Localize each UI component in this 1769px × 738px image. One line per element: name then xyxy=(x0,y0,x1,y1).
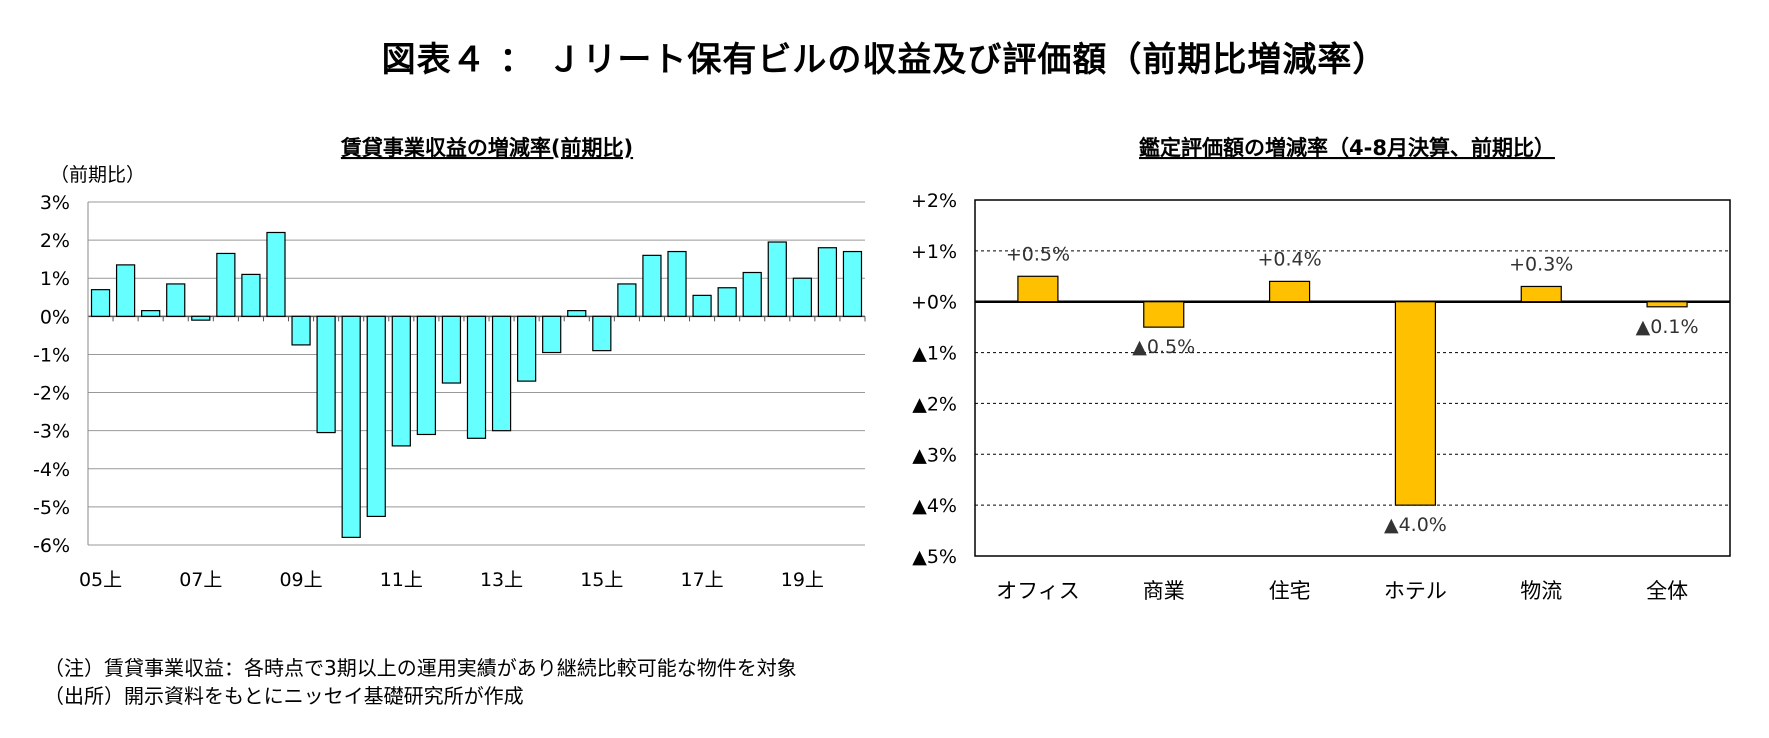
right-data-label: +0.4% xyxy=(1257,248,1321,270)
left-x-tick-label: 09上 xyxy=(279,569,322,591)
right-x-tick-label: オフィス xyxy=(996,579,1080,603)
left-y-tick-label: -3% xyxy=(33,421,70,443)
left-bar xyxy=(441,315,462,384)
right-y-tick-label: +1% xyxy=(911,241,957,263)
right-y-tick-label: ▲3% xyxy=(912,444,957,466)
left-bar xyxy=(642,254,662,317)
left-bar xyxy=(391,315,411,447)
left-bar xyxy=(491,315,512,432)
left-bar xyxy=(141,310,161,317)
left-bar xyxy=(567,310,587,317)
right-data-label: ▲0.5% xyxy=(1132,336,1195,358)
left-bar xyxy=(416,315,436,436)
left-x-tick-label: 15上 xyxy=(580,569,623,591)
right-y-tick-label: +0% xyxy=(911,292,957,314)
left-bar xyxy=(191,315,211,321)
note-source: （出所）開示資料をもとにニッセイ基礎研究所が作成 xyxy=(44,684,524,708)
left-y-axis-label: （前期比） xyxy=(50,164,145,186)
right-bar xyxy=(1646,301,1688,308)
left-y-tick-label: -1% xyxy=(33,344,70,366)
left-x-tick-label: 05上 xyxy=(79,569,122,591)
left-y-tick-label: -4% xyxy=(33,459,70,481)
left-bar xyxy=(291,315,311,346)
left-x-tick-label: 11上 xyxy=(380,569,423,591)
figure-title: 図表４ ： Ｊリート保有ビルの収益及び評価額（前期比増減率） xyxy=(381,40,1388,80)
right-y-tick-label: ▲2% xyxy=(912,393,957,415)
right-x-tick-label: 商業 xyxy=(1143,579,1185,603)
right-x-tick-label: ホテル xyxy=(1384,579,1447,603)
left-bar xyxy=(90,289,111,317)
left-bar xyxy=(617,283,637,317)
left-bar xyxy=(742,271,762,317)
right-data-label: ▲0.1% xyxy=(1636,316,1699,338)
right-y-tick-label: ▲1% xyxy=(912,343,957,365)
left-bar xyxy=(216,252,236,317)
right-gridlines xyxy=(975,250,1730,506)
left-x-tick-label: 17上 xyxy=(680,569,723,591)
left-x-tick-label: 07上 xyxy=(179,569,222,591)
left-bar xyxy=(767,241,787,317)
right-y-tick-label: ▲5% xyxy=(912,546,957,568)
left-y-tick-label: -5% xyxy=(33,497,70,519)
right-chart: 鑑定評価額の増減率（4-8月決算、前期比） +2% +1% +0% ▲1% ▲2% ▲3%… xyxy=(911,136,1731,603)
left-bar xyxy=(692,294,712,317)
left-bar xyxy=(266,231,286,317)
left-bar xyxy=(341,315,361,538)
left-bar xyxy=(592,315,612,352)
left-bar xyxy=(115,264,136,317)
note-remark: （注）賃貸事業収益：各時点で3期以上の運用実績があり継続比較可能な物件を対象 xyxy=(44,656,797,680)
left-bar xyxy=(717,287,737,317)
right-data-label: ▲4.0% xyxy=(1384,514,1447,536)
left-bar xyxy=(667,250,687,317)
left-x-tick-label: 13上 xyxy=(480,569,523,591)
left-bar xyxy=(517,315,537,382)
left-y-tick-label: -2% xyxy=(33,383,70,405)
left-bar xyxy=(366,315,386,518)
right-data-label: +0.5% xyxy=(1006,243,1070,265)
left-chart: 賃貸事業収益の増減率(前期比) （前期比） 3% 2% 1% 0% -1% -2% -3% -… xyxy=(33,136,866,591)
right-x-tick-label: 物流 xyxy=(1520,579,1562,603)
left-bar xyxy=(316,315,336,434)
left-bar xyxy=(842,250,863,317)
left-bar xyxy=(241,273,261,317)
right-tick-labels: +2% +1% +0% ▲1% ▲2% ▲3% ▲4% ▲5% +0.5% オフィス ▲0.5% 商業… xyxy=(911,190,1699,603)
left-bar xyxy=(792,277,812,317)
left-y-tick-label: 3% xyxy=(40,192,70,214)
left-bars xyxy=(90,231,863,538)
right-y-tick-label: ▲4% xyxy=(912,495,957,517)
left-tick-labels: 3% 2% 1% 0% -1% -2% -3% -4% -5% -6% 05上 07上 09上 11上 13… xyxy=(33,192,824,591)
left-y-tick-label: 0% xyxy=(40,306,70,328)
right-bar xyxy=(1143,301,1185,328)
right-chart-title: 鑑定評価額の増減率（4-8月決算、前期比） xyxy=(1139,136,1555,160)
right-bar xyxy=(1520,285,1562,303)
right-bar xyxy=(1017,275,1059,303)
right-x-tick-label: 住宅 xyxy=(1269,579,1311,603)
left-bar xyxy=(166,283,186,317)
left-y-tick-label: 2% xyxy=(40,230,70,252)
right-bar xyxy=(1394,301,1437,506)
right-data-label: +0.3% xyxy=(1509,253,1573,275)
right-y-tick-label: +2% xyxy=(911,190,957,212)
left-chart-title: 賃貸事業収益の増減率(前期比) xyxy=(340,136,633,160)
left-bar xyxy=(817,247,838,317)
left-y-tick-label: -6% xyxy=(33,535,70,557)
right-bars xyxy=(1017,275,1688,506)
left-bar xyxy=(542,315,562,354)
left-x-tick-label: 19上 xyxy=(781,569,824,591)
left-bar xyxy=(466,315,487,439)
right-bar xyxy=(1268,280,1311,303)
right-x-tick-label: 全体 xyxy=(1646,579,1688,603)
left-y-tick-label: 1% xyxy=(40,268,70,290)
right-plot-frame xyxy=(974,199,1731,557)
